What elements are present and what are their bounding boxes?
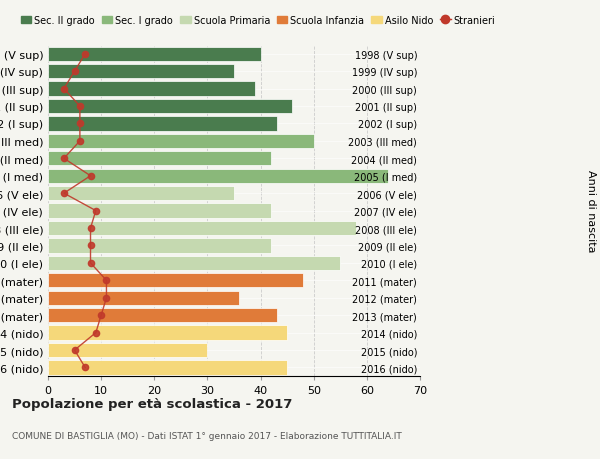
Bar: [48, 361, 287, 375]
Bar: [48, 134, 314, 149]
Bar: [48, 256, 340, 270]
Bar: [48, 117, 277, 131]
Text: Anni di nascita: Anni di nascita: [586, 170, 596, 252]
Bar: [48, 152, 271, 166]
Bar: [48, 343, 208, 358]
Bar: [48, 187, 234, 201]
Bar: [48, 274, 303, 288]
Bar: [48, 82, 255, 96]
Bar: [48, 308, 277, 323]
Bar: [48, 291, 239, 305]
Bar: [48, 169, 388, 184]
Bar: [48, 204, 271, 218]
Bar: [48, 47, 260, 62]
Bar: [48, 239, 271, 253]
Bar: [48, 326, 287, 340]
Legend: Sec. II grado, Sec. I grado, Scuola Primaria, Scuola Infanzia, Asilo Nido, Stran: Sec. II grado, Sec. I grado, Scuola Prim…: [17, 12, 499, 29]
Bar: [48, 65, 234, 79]
Text: COMUNE DI BASTIGLIA (MO) - Dati ISTAT 1° gennaio 2017 - Elaborazione TUTTITALIA.: COMUNE DI BASTIGLIA (MO) - Dati ISTAT 1°…: [12, 431, 402, 441]
Bar: [48, 221, 356, 235]
Bar: [48, 100, 292, 114]
Text: Popolazione per età scolastica - 2017: Popolazione per età scolastica - 2017: [12, 397, 292, 410]
